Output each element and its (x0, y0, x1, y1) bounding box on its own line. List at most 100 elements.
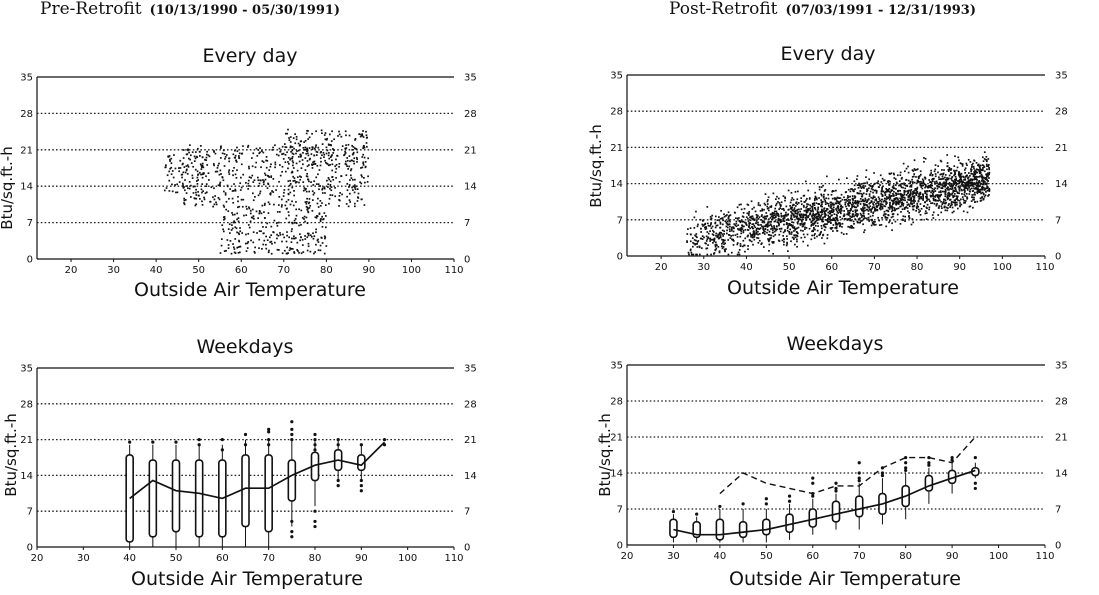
data-point (248, 167, 250, 170)
data-point (926, 198, 929, 201)
data-point (315, 228, 317, 231)
data-point (319, 249, 322, 252)
outlier-point (290, 432, 294, 437)
data-point (756, 214, 759, 217)
data-point (205, 153, 208, 156)
box (762, 518, 771, 536)
data-point (201, 176, 204, 179)
data-point (692, 241, 694, 244)
data-point (766, 203, 769, 205)
data-point (316, 239, 319, 242)
data-point (889, 219, 891, 222)
data-point (790, 191, 793, 194)
data-point (801, 220, 803, 223)
x-tick-label: 50 (192, 265, 205, 276)
data-point (232, 243, 234, 245)
data-point (347, 205, 350, 208)
data-point (810, 225, 813, 227)
data-point (981, 187, 984, 189)
data-point (350, 169, 352, 172)
outlier-point (290, 438, 294, 442)
data-point (772, 252, 775, 255)
data-point (882, 185, 884, 188)
data-point (888, 190, 891, 193)
data-point (362, 164, 365, 166)
data-point (757, 241, 760, 244)
data-point (766, 231, 768, 234)
data-point (892, 187, 895, 190)
data-point (306, 206, 309, 209)
data-point (210, 186, 213, 189)
data-point (233, 183, 235, 185)
data-point (892, 213, 895, 215)
data-point (759, 210, 762, 212)
data-point (967, 184, 970, 186)
outlier-point (718, 504, 722, 509)
data-point (293, 237, 296, 240)
data-point (953, 169, 955, 172)
data-point (789, 204, 791, 207)
data-point (796, 198, 799, 201)
data-point (942, 185, 945, 188)
data-point (975, 168, 978, 171)
data-point (982, 160, 985, 163)
data-point (778, 202, 781, 204)
data-point (919, 213, 922, 216)
data-point (826, 234, 829, 236)
data-point (931, 178, 933, 181)
data-point (951, 185, 953, 188)
data-point (742, 229, 745, 232)
data-point (788, 222, 791, 225)
data-point (901, 201, 904, 204)
data-point (356, 188, 359, 190)
data-point (906, 185, 909, 187)
data-point (901, 182, 904, 185)
data-point (817, 218, 820, 221)
data-point (893, 209, 896, 212)
data-point (988, 166, 990, 169)
data-point (287, 188, 290, 191)
data-point (918, 193, 920, 195)
data-point (871, 222, 874, 224)
data-point (325, 146, 328, 149)
data-point (252, 192, 254, 195)
data-point (236, 246, 239, 249)
data-point (964, 200, 967, 202)
data-point (775, 210, 778, 213)
data-point (226, 185, 229, 188)
data-point (766, 226, 769, 228)
data-point (767, 233, 770, 236)
x-tick-label: 60 (216, 553, 229, 564)
data-point (893, 198, 896, 200)
data-point (308, 201, 311, 204)
data-point (202, 190, 204, 192)
data-point (979, 191, 982, 193)
data-point (721, 217, 723, 220)
data-point (714, 249, 717, 251)
data-point (902, 215, 905, 218)
data-point (306, 165, 309, 168)
data-point (800, 214, 802, 217)
data-point (838, 197, 840, 199)
data-point (168, 158, 171, 161)
data-point (200, 188, 203, 191)
data-point (248, 226, 251, 229)
data-point (329, 163, 331, 166)
data-point (291, 228, 293, 230)
data-point (255, 147, 258, 150)
data-point (264, 217, 266, 219)
data-point (900, 185, 902, 187)
data-point (829, 215, 831, 218)
data-point (875, 199, 878, 202)
data-point (896, 202, 898, 205)
data-point (960, 181, 962, 183)
data-point (796, 234, 799, 237)
data-point (894, 178, 897, 180)
data-point (189, 144, 191, 147)
data-point (704, 226, 707, 228)
data-point (953, 165, 956, 167)
data-point (811, 230, 813, 233)
data-point (895, 184, 897, 186)
box (241, 454, 250, 528)
data-point (184, 171, 187, 174)
